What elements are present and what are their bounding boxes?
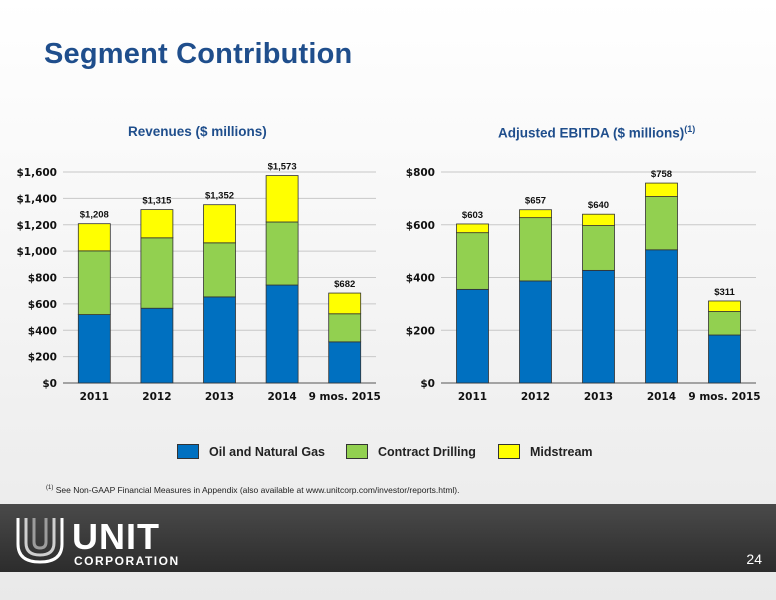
footnote-text: See Non-GAAP Financial Measures in Appen… <box>53 485 460 495</box>
revenues-total-label: $1,315 <box>142 196 172 207</box>
revenues-y-tick-label: $800 <box>28 273 57 285</box>
revenues-bar-segment <box>328 341 362 384</box>
revenues-total-label: $1,352 <box>205 191 234 202</box>
revenues-total-label: $1,208 <box>80 210 109 221</box>
revenues-x-tick-label: 2011 <box>80 391 109 403</box>
revenues-bar-segment <box>203 296 236 384</box>
revenues-bar-segment <box>328 292 362 315</box>
ebitda-bar-segment <box>456 223 489 234</box>
ebitda-chart-title: Adjusted EBITDA ($ millions)(1) <box>498 124 695 141</box>
ebitda-total-label: $640 <box>588 200 609 211</box>
revenues-x-tick-label: 2012 <box>142 391 171 403</box>
legend-item-midstream: Midstream <box>498 444 593 459</box>
footnote-marker: (1) <box>46 485 54 492</box>
revenues-y-tick-label: $400 <box>28 325 57 337</box>
revenues-bar-segment <box>77 314 111 384</box>
revenues-y-tick-label: $1,200 <box>16 220 57 232</box>
unit-logo-icon <box>16 518 64 564</box>
footnote: (1) See Non-GAAP Financial Measures in A… <box>46 485 459 495</box>
revenues-bar-segment <box>265 221 299 286</box>
page-number: 24 <box>746 551 762 567</box>
ebitda-x-tick-label: 2011 <box>458 391 487 403</box>
ebitda-bar-segment <box>645 196 678 251</box>
revenues-bar-segment <box>265 175 299 223</box>
ebitda-total-label: $758 <box>651 169 672 180</box>
ebitda-x-tick-label: 9 mos. 2015 <box>688 391 760 403</box>
legend-label-contract-drilling: Contract Drilling <box>378 444 476 459</box>
legend-item-contract-drilling: Contract Drilling <box>346 444 476 459</box>
ebitda-total-label: $603 <box>462 210 483 221</box>
ebitda-y-tick-label: $600 <box>406 220 435 232</box>
unit-corporation-logo: UNIT CORPORATION <box>12 514 182 568</box>
page-title: Segment Contribution <box>44 38 353 70</box>
ebitda-bar-segment <box>519 217 552 282</box>
ebitda-x-tick-label: 2014 <box>647 391 676 403</box>
ebitda-y-tick-label: $400 <box>406 273 435 285</box>
ebitda-bar-segment <box>519 280 552 384</box>
revenues-y-tick-label: $1,600 <box>16 167 57 179</box>
ebitda-bar-segment <box>519 209 552 219</box>
revenues-y-tick-label: $600 <box>28 299 57 311</box>
ebitda-chart-title-text: Adjusted EBITDA ($ millions) <box>498 125 685 141</box>
revenues-bar-segment <box>140 307 174 384</box>
revenues-y-tick-label: $200 <box>28 352 57 364</box>
ebitda-chart-title-sup: (1) <box>684 124 696 134</box>
revenues-bar-segment <box>140 237 174 309</box>
ebitda-y-tick-label: $800 <box>406 167 435 179</box>
logo-corporation-text: CORPORATION <box>74 554 180 568</box>
ebitda-bar-segment <box>645 249 678 384</box>
revenues-bar-segment <box>77 223 111 252</box>
ebitda-bar-segment <box>582 225 615 271</box>
footer-bar: UNIT CORPORATION 24 <box>0 504 776 572</box>
ebitda-bar-segment <box>456 288 489 384</box>
legend-label-oil-gas: Oil and Natural Gas <box>209 444 326 459</box>
revenues-total-label: $682 <box>334 279 355 290</box>
legend-item-oil-gas: Oil and Natural Gas <box>177 444 325 459</box>
revenues-bar-segment <box>203 242 236 298</box>
ebitda-bar-segment <box>708 334 741 384</box>
revenues-total-label: $1,573 <box>268 162 297 173</box>
revenues-chart-title: Revenues ($ millions) <box>128 124 267 139</box>
ebitda-y-tick-label: $0 <box>420 378 435 390</box>
revenues-x-tick-label: 9 mos. 2015 <box>309 391 381 403</box>
revenues-chart-title-text: Revenues ($ millions) <box>128 124 267 139</box>
legend-label-midstream: Midstream <box>530 444 593 459</box>
logo-unit-text: UNIT <box>72 516 160 557</box>
ebitda-x-tick-label: 2012 <box>521 391 550 403</box>
legend-swatch-contract-drilling <box>346 444 368 459</box>
legend-swatch-midstream <box>498 444 520 459</box>
revenues-x-tick-label: 2013 <box>205 391 234 403</box>
ebitda-x-tick-label: 2013 <box>584 391 613 403</box>
ebitda-y-tick-label: $200 <box>406 325 435 337</box>
revenues-y-tick-label: $1,400 <box>16 193 57 205</box>
ebitda-bar-segment <box>708 300 741 312</box>
legend: Oil and Natural Gas Contract Drilling Mi… <box>0 444 776 464</box>
revenues-y-tick-label: $1,000 <box>16 246 57 258</box>
ebitda-bar-segment <box>645 182 678 197</box>
ebitda-bar-segment <box>708 311 741 336</box>
ebitda-bar-segment <box>582 269 615 384</box>
revenues-bar-segment <box>140 209 174 239</box>
ebitda-total-label: $311 <box>714 287 735 298</box>
legend-swatch-oil-gas <box>177 444 199 459</box>
revenues-bar-segment <box>203 204 236 244</box>
ebitda-bar-segment <box>582 213 615 226</box>
ebitda-total-label: $657 <box>525 196 546 207</box>
ebitda-bar-segment <box>456 232 489 290</box>
revenues-bar-segment <box>265 284 299 384</box>
revenues-x-tick-label: 2014 <box>267 391 296 403</box>
revenues-bar-segment <box>328 313 362 343</box>
revenues-y-tick-label: $0 <box>42 378 57 390</box>
